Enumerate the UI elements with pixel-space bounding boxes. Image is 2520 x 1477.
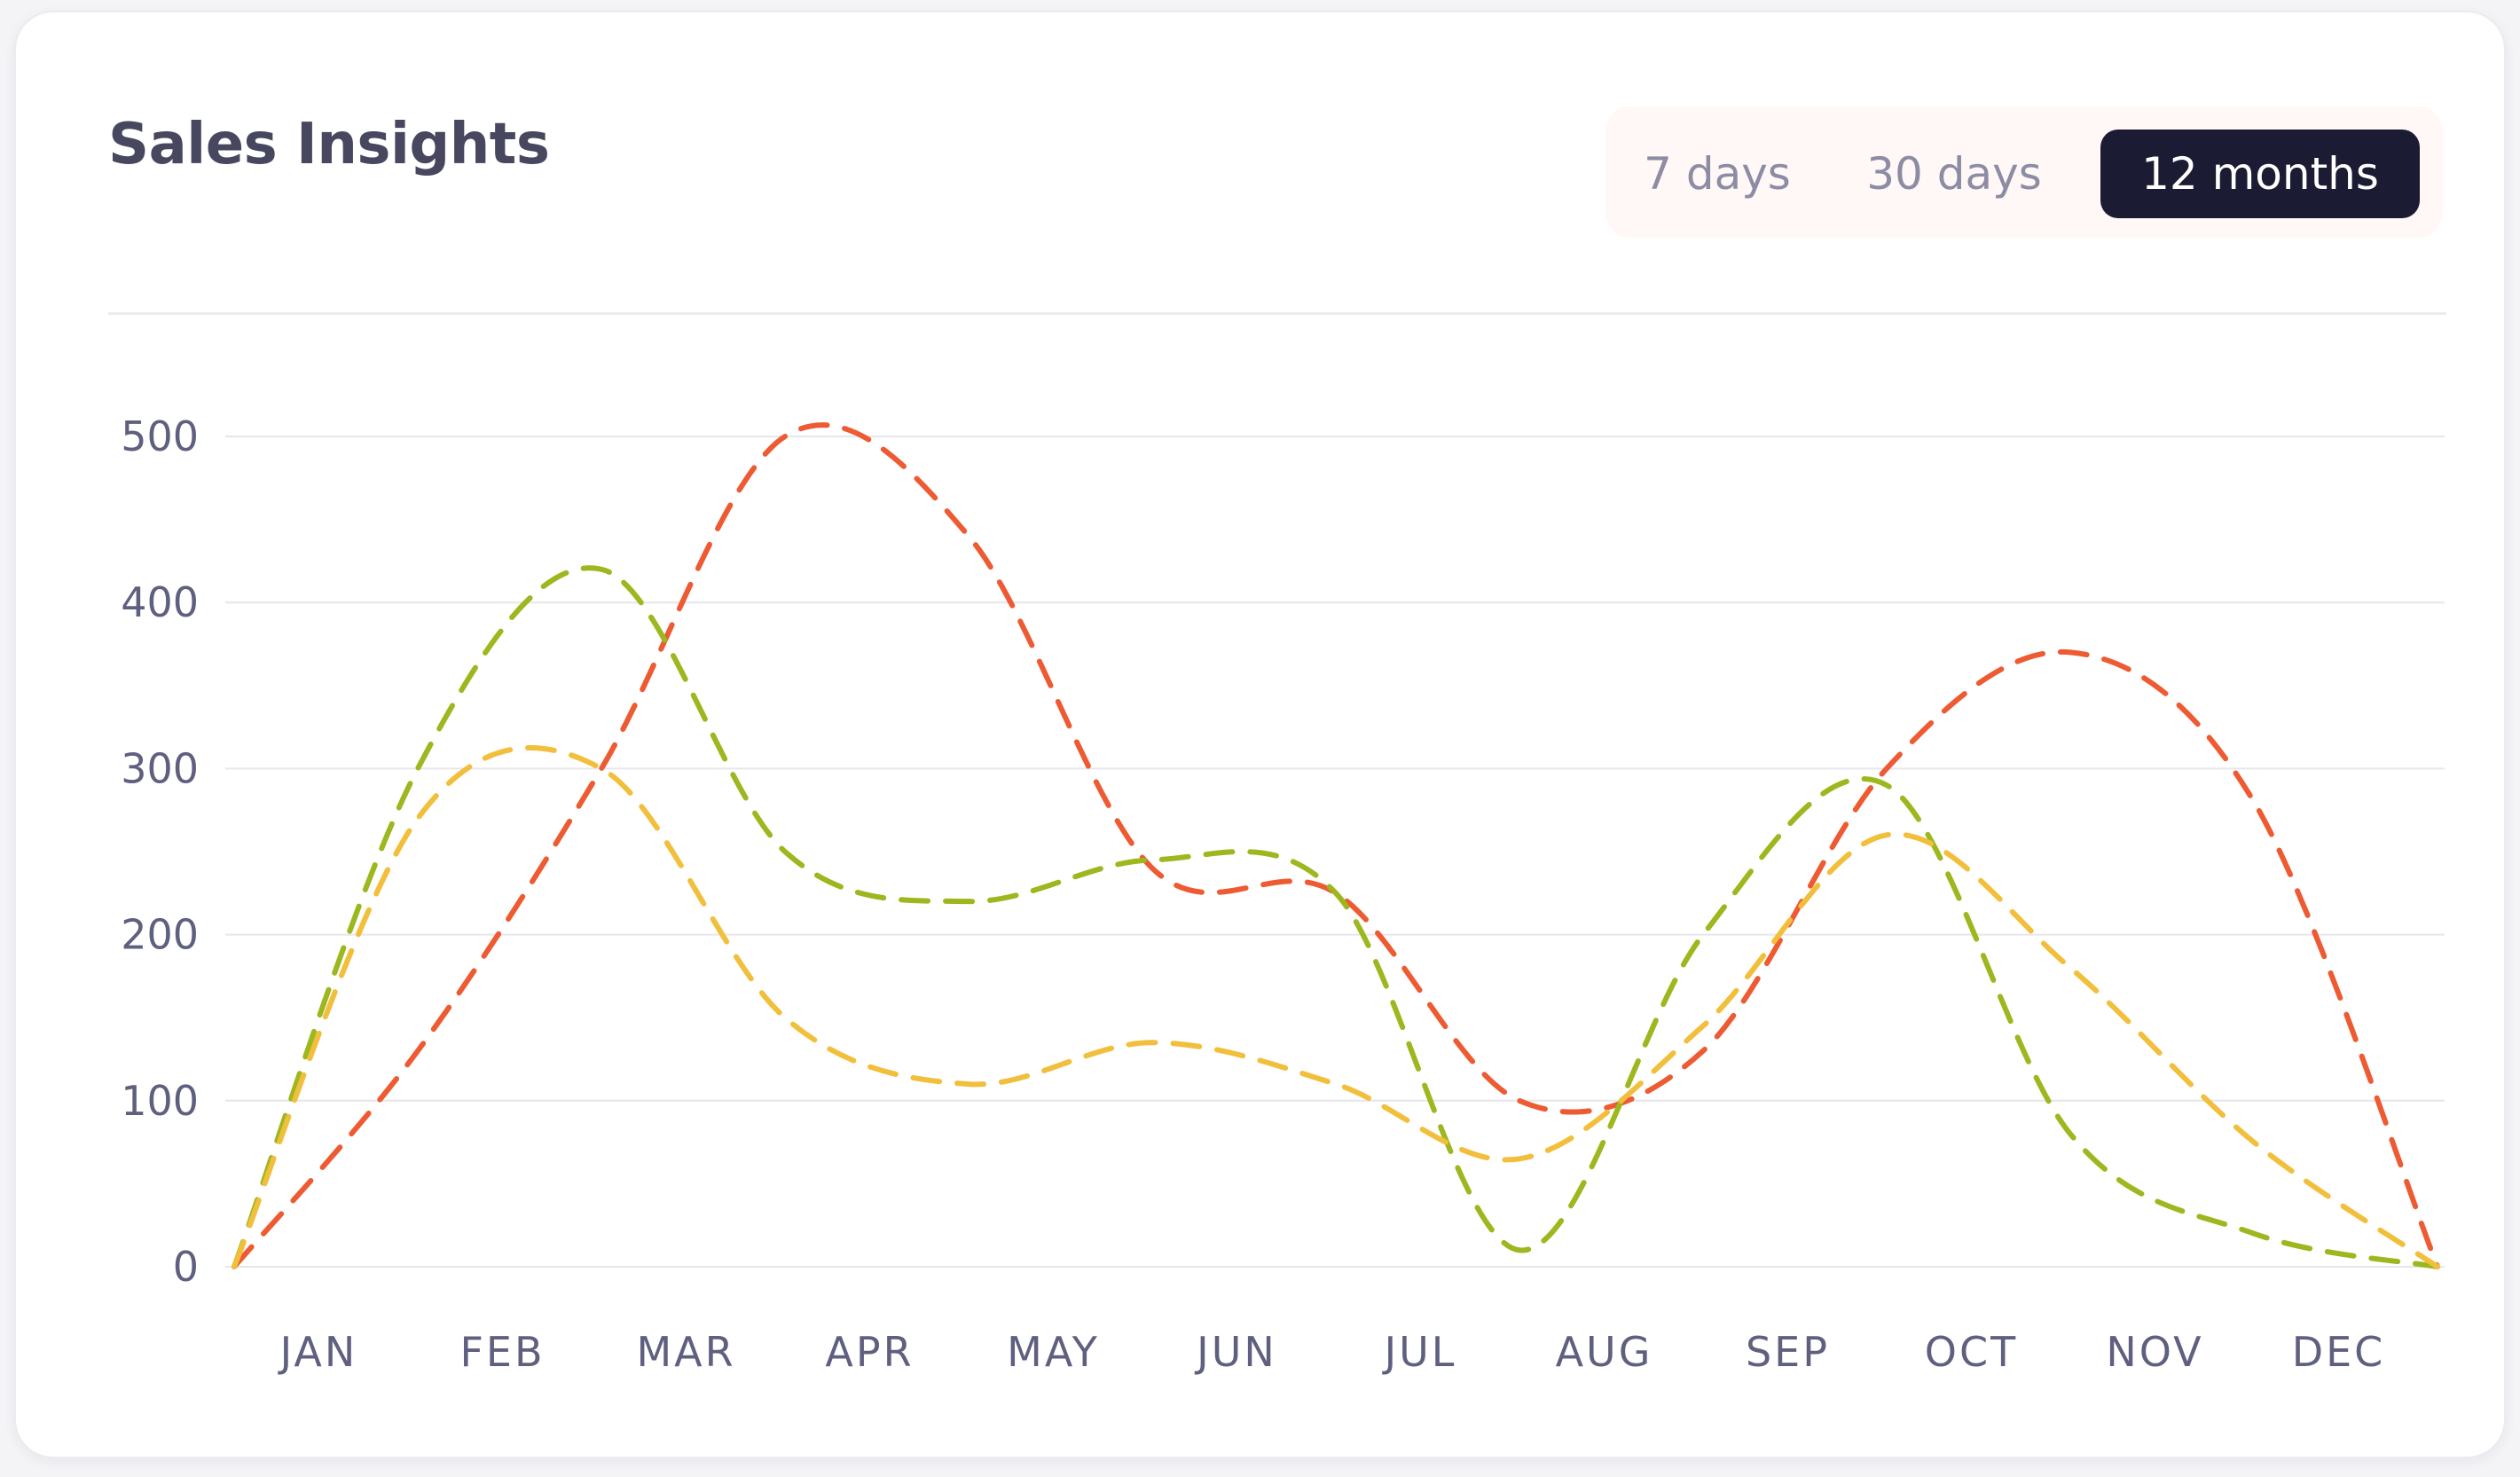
y-tick-label: 0 (173, 1243, 199, 1291)
x-axis-ticks: JAN FEB MAR APR MAY JUN JUL AUG SEP OCT NOV DEC (278, 1328, 2386, 1376)
range-30-days-button[interactable]: 30 days (1866, 148, 2042, 200)
y-tick-label: 200 (121, 911, 199, 959)
x-tick-label-dec: DEC (2292, 1328, 2386, 1376)
x-tick-label-jul: JUL (1382, 1328, 1457, 1376)
x-tick-label-aug: AUG (1556, 1328, 1653, 1376)
x-tick-label-jan: JAN (278, 1328, 358, 1376)
x-tick-label-oct: OCT (1925, 1328, 2018, 1376)
series-green-line (232, 565, 2440, 1269)
card-title: Sales Insights (108, 112, 550, 177)
series-yellow-line (232, 745, 2440, 1269)
range-7-days-button[interactable]: 7 days (1644, 148, 1791, 200)
y-tick-label: 400 (121, 578, 199, 626)
series-red-line (232, 422, 2440, 1269)
sales-insights-card: Sales Insights 7 days 30 days 12 months … (14, 11, 2506, 1458)
y-tick-label: 100 (121, 1077, 199, 1125)
x-tick-label-may: MAY (1007, 1328, 1100, 1376)
y-tick-label: 500 (121, 412, 199, 460)
x-tick-label-nov: NOV (2106, 1328, 2203, 1376)
sales-line-chart: 0 100 200 300 400 500 JAN FEB MAR APR MAY JUN JUL AU… (121, 412, 2445, 1376)
time-range-selector: 7 days 30 days 12 months (1605, 106, 2443, 238)
x-tick-label-jun: JUN (1194, 1328, 1277, 1376)
grid-lines (225, 436, 2445, 1268)
range-12-months-button[interactable]: 12 months (2100, 130, 2420, 218)
x-tick-label-apr: APR (825, 1328, 914, 1376)
header-divider (108, 312, 2446, 315)
series-lines (232, 422, 2440, 1269)
x-tick-label-mar: MAR (636, 1328, 735, 1376)
x-tick-label-sep: SEP (1746, 1328, 1830, 1376)
x-tick-label-feb: FEB (459, 1328, 545, 1376)
y-tick-label: 300 (121, 744, 199, 792)
y-axis-ticks: 0 100 200 300 400 500 (121, 412, 199, 1291)
